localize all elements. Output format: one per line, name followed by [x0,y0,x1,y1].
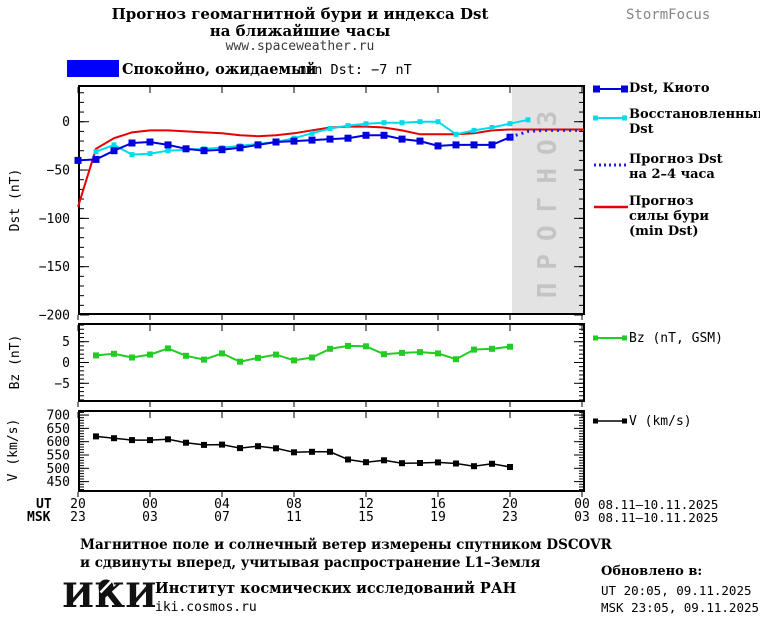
y-tick-label: 0 [62,356,70,371]
legend-marker [622,115,627,121]
series-markers [93,433,513,470]
forecast-region [512,87,583,314]
y-tick-label: 700 [47,409,70,424]
y-tick-label: −50 [47,164,70,179]
y-tick-label: 5 [62,335,70,350]
x-tick-label: 00 [142,497,158,512]
legend-label-v: V (km/s) [629,414,692,429]
iki-logo: ИКИ [62,576,155,616]
updated-ut: UT 20:05, 09.11.2025 [601,583,752,598]
y-tick-label: 600 [47,435,70,450]
bz-chart-panel: 5 0 −5 [54,323,586,407]
x-tick-label: 23 [502,510,518,525]
status-text: Спокойно, ожидаемый [122,61,317,78]
note-line2: и сдвинуты вперед, учитывая распростране… [80,555,541,571]
x-tick-label: 16 [430,497,446,512]
y-tick-label: 450 [47,475,70,490]
legend-marker [621,85,628,93]
x-axis-ut-row: UT 20 00 04 08 12 16 20 00 08.11–10.11.2025 [0,497,760,512]
legend-label-forecast-dst: Прогноз Dst на 2–4 часа [629,152,723,182]
x-tick-label: 23 [70,510,86,525]
chart-frame [78,410,585,492]
x-axis-msk-row: MSK 23 03 07 11 15 19 23 03 08.11–10.11.2025 [0,510,760,525]
dst-chart-panel: 0 −50 −100 −150 −200 [39,85,586,324]
legend-label-dst-kyoto: Dst, Киото [629,81,710,96]
site-url: www.spaceweather.ru [225,39,375,54]
status-color-box [67,60,119,77]
series-markers [93,342,513,365]
date-range-label: 08.11–10.11.2025 [598,510,719,525]
legend-sample-dst-kyoto [593,85,628,93]
bz-chart-svg: 5 0 −5 [54,323,585,407]
legend-label-storm-forecast: Прогноз силы бури (min Dst) [629,194,710,239]
legend-marker [593,335,598,341]
institute-site: iki.cosmos.ru [155,600,257,615]
x-tick-label: 20 [502,497,518,512]
chart-frame [78,85,585,315]
y-tick-label: 500 [47,462,70,477]
axis-ticks: 0 −50 −100 −150 −200 [39,87,583,324]
v-chart-panel: 700 650 600 550 500 450 [47,409,586,497]
msk-prefix: MSK [27,510,51,525]
y-tick-label: −150 [39,260,70,275]
brand-label: StormFocus [626,7,711,23]
x-tick-label: 00 [574,497,590,512]
legend-sample-restored [593,115,627,121]
iki-logo-slash [99,580,112,594]
x-tick-label: 11 [286,510,302,525]
ut-prefix: UT [36,497,52,512]
legend-marker [593,115,598,121]
legend-marker [622,335,627,341]
x-tick-label: 20 [70,497,86,512]
legend-label-restored: Восстановленный Dst [629,107,760,137]
updated-msk: MSK 23:05, 09.11.2025 [601,600,760,615]
note-line1: Магнитное поле и солнечный ветер измерен… [80,537,612,553]
x-tick-label: 12 [358,497,374,512]
y-tick-label: 650 [47,422,70,437]
legend-sample-forecast-dst [594,163,628,167]
legend-label-bz: Bz (nT, GSM) [629,331,723,346]
dst-y-axis-title: Dst (nT) [8,168,23,232]
x-tick-label: 15 [358,510,374,525]
legend-sample-v [593,418,627,424]
series-line [95,344,511,363]
y-tick-label: 550 [47,448,70,463]
status-min-dst-value: min Dst: −7 nT [298,62,412,78]
v-y-axis-title: V (km/s) [6,418,21,482]
legend-marker [593,85,600,93]
y-tick-label: −200 [39,309,70,324]
series-line [509,128,582,139]
x-tick-label: 03 [574,510,590,525]
updated-label: Обновлено в: [601,564,703,579]
legend-sample-bz [593,335,627,341]
dst-chart-svg: 0 −50 −100 −150 −200 [39,85,585,324]
date-range-label: 08.11–10.11.2025 [598,497,719,512]
forecast-watermark: ПРОГНОЗ [533,97,563,299]
series-markers [74,131,514,164]
institute-name: Институт космических исследований РАН [155,580,517,597]
x-tick-label: 07 [214,510,230,525]
legend-sample-storm-forecast [594,205,628,209]
x-tick-label: 04 [214,497,230,512]
x-tick-label: 19 [430,510,446,525]
x-tick-label: 03 [142,510,158,525]
y-tick-label: −100 [39,212,70,227]
y-tick-label: 0 [62,115,70,130]
chart-frame [78,323,585,402]
x-tick-label: 08 [286,497,302,512]
series-line [95,435,511,468]
y-tick-label: −5 [54,377,70,392]
axis-ticks: 5 0 −5 [54,324,583,407]
legend-marker [593,418,598,424]
page-title-line1: Прогноз геомагнитной бури и индекса Dst [111,5,489,23]
legend-marker [622,418,627,424]
page-title-line2: на ближайшие часы [209,22,391,40]
